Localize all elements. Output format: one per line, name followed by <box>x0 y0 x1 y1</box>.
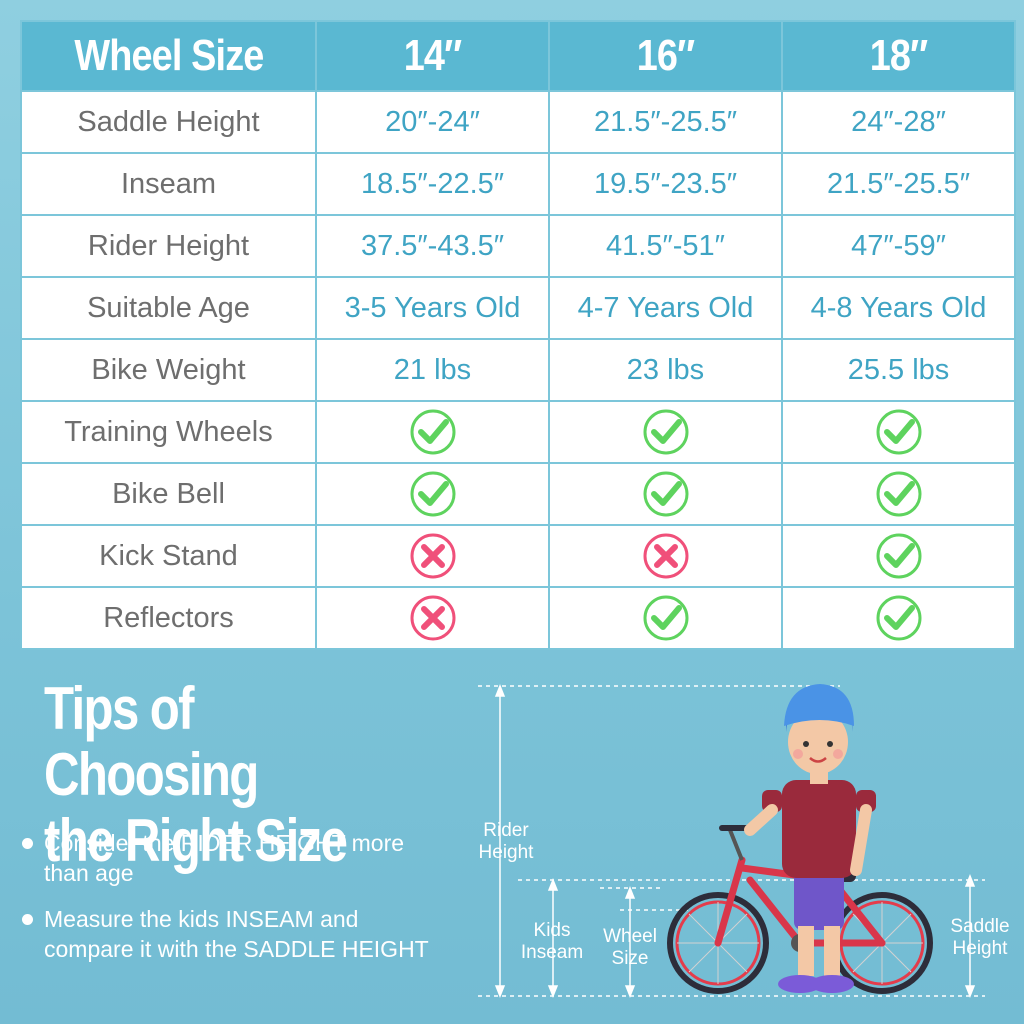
table-cell: 19.5″-23.5″ <box>548 152 783 216</box>
row-label: Training Wheels <box>20 400 317 464</box>
cross-icon <box>641 531 691 581</box>
table-cell: 21 lbs <box>315 338 550 402</box>
check-icon <box>641 407 691 457</box>
table-cell <box>315 524 550 588</box>
table-cell <box>548 400 783 464</box>
row-label: Saddle Height <box>20 90 317 154</box>
table-cell <box>781 586 1016 650</box>
table-cell <box>781 462 1016 526</box>
tip-item: Measure the kids INSEAM and compare it w… <box>22 904 442 964</box>
check-icon <box>874 531 924 581</box>
header-16: 16″ <box>548 20 783 92</box>
wheel-size-label: Wheel Size <box>603 926 657 969</box>
table-cell: 18.5″-22.5″ <box>315 152 550 216</box>
row-label: Bike Weight <box>20 338 317 402</box>
header-14: 14″ <box>315 20 550 92</box>
check-icon <box>408 407 458 457</box>
kids-inseam-label: Kids Inseam <box>520 920 584 963</box>
check-icon <box>874 407 924 457</box>
table-cell <box>315 462 550 526</box>
saddle-height-label: Saddle Height <box>950 916 1010 959</box>
cross-icon <box>408 593 458 643</box>
row-label: Reflectors <box>20 586 317 650</box>
bullet-icon <box>22 838 33 849</box>
row-label: Inseam <box>20 152 317 216</box>
kid-with-bike-illustration <box>478 683 985 999</box>
table-row: Suitable Age 3-5 Years Old 4-7 Years Old 4-… <box>20 276 1016 340</box>
row-label: Rider Height <box>20 214 317 278</box>
kid-icon <box>744 684 876 993</box>
bullet-icon <box>22 914 33 925</box>
table-cell: 21.5″-25.5″ <box>548 90 783 154</box>
tips-title-line2: the Right Size <box>44 807 348 874</box>
tips-list: Consider the RIDER HEIGHT more than age … <box>22 828 442 980</box>
table-cell: 4-7 Years Old <box>548 276 783 340</box>
row-label: Bike Bell <box>20 462 317 526</box>
row-label: Kick Stand <box>20 524 317 588</box>
cross-icon <box>408 531 458 581</box>
table-cell <box>548 462 783 526</box>
table-cell: 4-8 Years Old <box>781 276 1016 340</box>
table-cell: 37.5″-43.5″ <box>315 214 550 278</box>
header-wheel-size: Wheel Size <box>20 20 317 92</box>
header-18: 18″ <box>781 20 1016 92</box>
table-row: Kick Stand <box>20 524 1016 588</box>
tip-item: Consider the RIDER HEIGHT more than age <box>22 828 442 888</box>
check-icon <box>641 593 691 643</box>
table-cell: 21.5″-25.5″ <box>781 152 1016 216</box>
table-header-row: Wheel Size 14″ 16″ 18″ <box>20 20 1016 92</box>
row-label: Suitable Age <box>20 276 317 340</box>
table-cell: 41.5″-51″ <box>548 214 783 278</box>
check-icon <box>408 469 458 519</box>
table-cell: 23 lbs <box>548 338 783 402</box>
table-row: Saddle Height 20″-24″ 21.5″-25.5″ 24″-28″ <box>20 90 1016 154</box>
tips-title: Tips of Choosing the Right Size <box>44 676 464 874</box>
check-icon <box>874 593 924 643</box>
check-icon <box>874 469 924 519</box>
table-cell: 47″-59″ <box>781 214 1016 278</box>
table-cell: 20″-24″ <box>315 90 550 154</box>
tips-title-line1: Tips of Choosing <box>44 675 259 808</box>
table-cell <box>781 524 1016 588</box>
table-cell <box>315 400 550 464</box>
sizing-illustration: Rider Height Kids Inseam Wheel Size Saddle H… <box>460 670 1020 1010</box>
table-row: Reflectors <box>20 586 1016 650</box>
table-row: Training Wheels <box>20 400 1016 464</box>
size-chart-table: Wheel Size 14″ 16″ 18″ Saddle Height 20″-… <box>20 20 1016 650</box>
table-cell <box>548 586 783 650</box>
table-cell: 3-5 Years Old <box>315 276 550 340</box>
rider-height-label: Rider Height <box>478 820 534 863</box>
table-row: Bike Bell <box>20 462 1016 526</box>
table-cell <box>315 586 550 650</box>
table-cell: 25.5 lbs <box>781 338 1016 402</box>
table-cell: 24″-28″ <box>781 90 1016 154</box>
table-row: Rider Height 37.5″-43.5″ 41.5″-51″ 47″-59″ <box>20 214 1016 278</box>
table-row: Inseam 18.5″-22.5″ 19.5″-23.5″ 21.5″-25.5″ <box>20 152 1016 216</box>
table-row: Bike Weight 21 lbs 23 lbs 25.5 lbs <box>20 338 1016 402</box>
table-cell <box>781 400 1016 464</box>
check-icon <box>641 469 691 519</box>
table-cell <box>548 524 783 588</box>
